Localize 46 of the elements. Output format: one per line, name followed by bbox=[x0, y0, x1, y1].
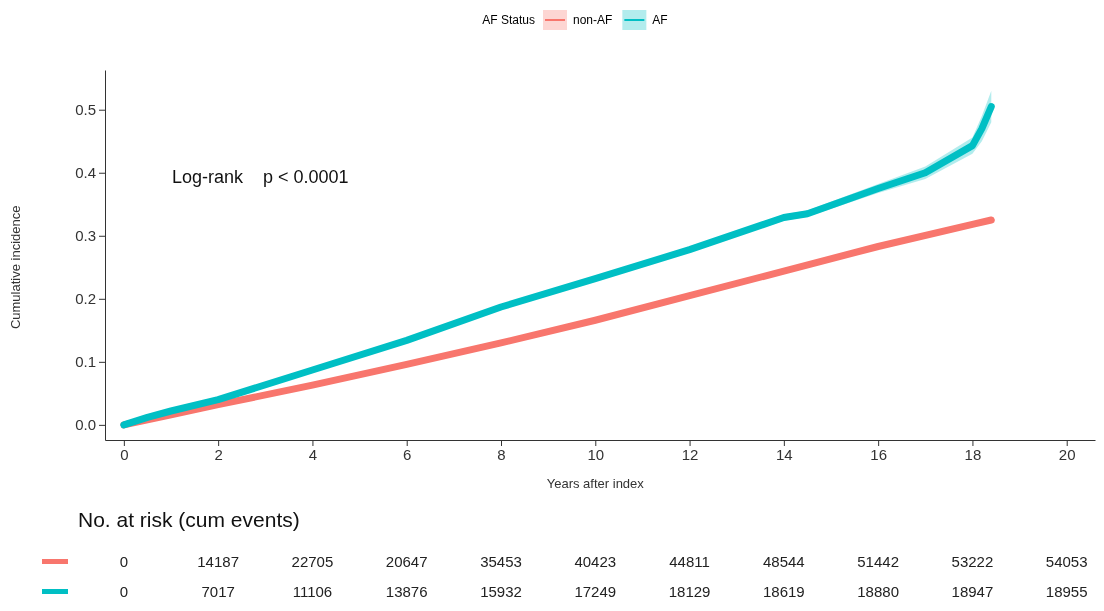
data-label: 14187 bbox=[197, 553, 239, 570]
x-axis-title: Years after index bbox=[546, 476, 645, 491]
y-tick-label: 0.5 bbox=[75, 101, 96, 119]
x-tick-label: 6 bbox=[403, 445, 412, 463]
data-label: 7017 bbox=[201, 583, 235, 600]
data-label: 35453 bbox=[480, 553, 522, 570]
data-label: 18129 bbox=[668, 583, 711, 600]
data-label: 44811 bbox=[669, 553, 710, 570]
data-label: 48544 bbox=[763, 553, 805, 570]
data-label: 15932 bbox=[480, 583, 522, 600]
data-label: 0 bbox=[119, 583, 129, 600]
x-tick-label: 2 bbox=[214, 445, 223, 463]
y-tick-label: 0.0 bbox=[75, 416, 96, 434]
data-label: 13876 bbox=[385, 583, 428, 600]
data-label: 11106 bbox=[292, 583, 333, 600]
x-tick-label: 0 bbox=[120, 445, 129, 463]
data-label: 18947 bbox=[951, 583, 994, 600]
y-tick-label: 0.2 bbox=[75, 290, 96, 308]
x-tick-label: 20 bbox=[1058, 445, 1076, 463]
x-tick-label: 8 bbox=[497, 445, 506, 463]
x-tick-label: 14 bbox=[776, 445, 793, 463]
data-label: 18880 bbox=[857, 583, 899, 600]
y-axis-title: Cumulative incidence bbox=[8, 205, 23, 330]
data-label: 17249 bbox=[574, 583, 617, 600]
data-label: 18619 bbox=[763, 583, 805, 600]
x-tick-label: 4 bbox=[308, 445, 318, 463]
annotation: Log-rank p < 0.0001 bbox=[172, 167, 349, 187]
x-tick-label: 16 bbox=[870, 445, 887, 463]
data-label: 0 bbox=[119, 553, 129, 570]
data-label: 40423 bbox=[574, 553, 617, 570]
y-tick-label: 0.3 bbox=[75, 227, 96, 245]
data-label: 53222 bbox=[951, 553, 994, 570]
data-label: 51442 bbox=[857, 553, 899, 570]
x-tick-label: 12 bbox=[681, 445, 699, 463]
data-label: 20647 bbox=[385, 553, 428, 570]
chart-title: No. at risk (cum events) bbox=[78, 508, 300, 531]
x-tick-label: 18 bbox=[964, 445, 982, 463]
legend-title: AF Status bbox=[482, 13, 535, 27]
y-tick-label: 0.4 bbox=[75, 164, 96, 182]
data-label: 18955 bbox=[1045, 583, 1088, 600]
y-tick-label: 0.1 bbox=[75, 353, 96, 371]
x-tick-label: 10 bbox=[587, 445, 605, 463]
data-label: 54053 bbox=[1045, 553, 1088, 570]
legend-label: AF bbox=[652, 13, 668, 27]
data-label: 22705 bbox=[291, 553, 334, 570]
legend-label: non-AF bbox=[572, 13, 613, 27]
